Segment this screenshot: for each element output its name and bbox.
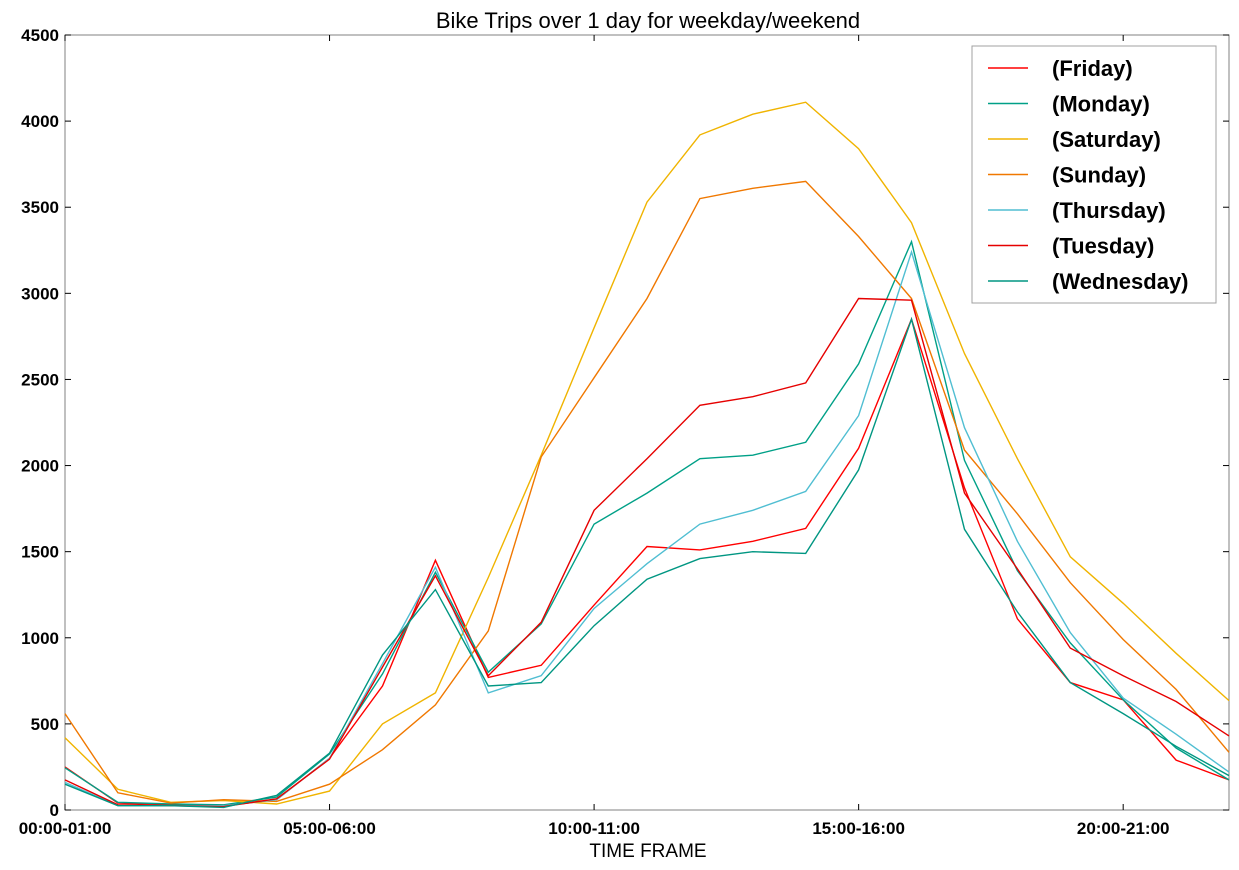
legend-label-friday: (Friday) xyxy=(1052,56,1133,81)
x-tick-label: 00:00-01:00 xyxy=(19,819,112,838)
x-tick-label: 05:00-06:00 xyxy=(283,819,376,838)
y-tick-label: 500 xyxy=(31,715,59,734)
y-tick-label: 0 xyxy=(50,801,59,820)
y-tick-label: 2000 xyxy=(21,457,59,476)
x-tick-label: 15:00-16:00 xyxy=(812,819,905,838)
y-tick-label: 3500 xyxy=(21,198,59,217)
series-line-tuesday xyxy=(64,297,1230,808)
y-tick-label: 2500 xyxy=(21,370,59,389)
y-axis: 0 500 1000 1500 2000 2500 3000 3500 4000 4500 xyxy=(21,26,1229,820)
legend-label-thursday: (Thursday) xyxy=(1052,198,1166,223)
legend-label-tuesday: (Tuesday) xyxy=(1052,234,1154,259)
legend-label-sunday: (Sunday) xyxy=(1052,163,1146,188)
series-line-thursday xyxy=(64,249,1230,807)
y-tick-label: 4000 xyxy=(21,112,59,131)
y-tick-label: 3000 xyxy=(21,284,59,303)
legend-label-monday: (Monday) xyxy=(1052,92,1150,117)
series-lines xyxy=(64,101,1230,809)
legend-label-saturday: (Saturday) xyxy=(1052,127,1161,152)
series-line-wednesday xyxy=(64,316,1230,809)
legend: (Friday) (Monday) (Saturday) (Sunday) (Thurs… xyxy=(971,45,1217,304)
legend-label-wednesday: (Wednesday) xyxy=(1052,269,1189,294)
y-tick-label: 1500 xyxy=(21,543,59,562)
y-tick-label: 1000 xyxy=(21,629,59,648)
plot-area xyxy=(64,34,1230,811)
x-tick-label: 10:00-11:00 xyxy=(548,819,640,838)
x-axis-label: TIME FRAME xyxy=(589,841,706,862)
series-line-monday xyxy=(64,239,1230,806)
x-tick-label: 20:00-21:00 xyxy=(1077,819,1170,838)
x-axis: 00:00-01:00 05:00-06:00 10:00-11:00 15:00-1… xyxy=(19,35,1170,838)
y-tick-label: 4500 xyxy=(21,26,59,45)
chart-title: Bike Trips over 1 day for weekday/weeken… xyxy=(436,8,860,33)
series-line-saturday xyxy=(64,101,1230,805)
